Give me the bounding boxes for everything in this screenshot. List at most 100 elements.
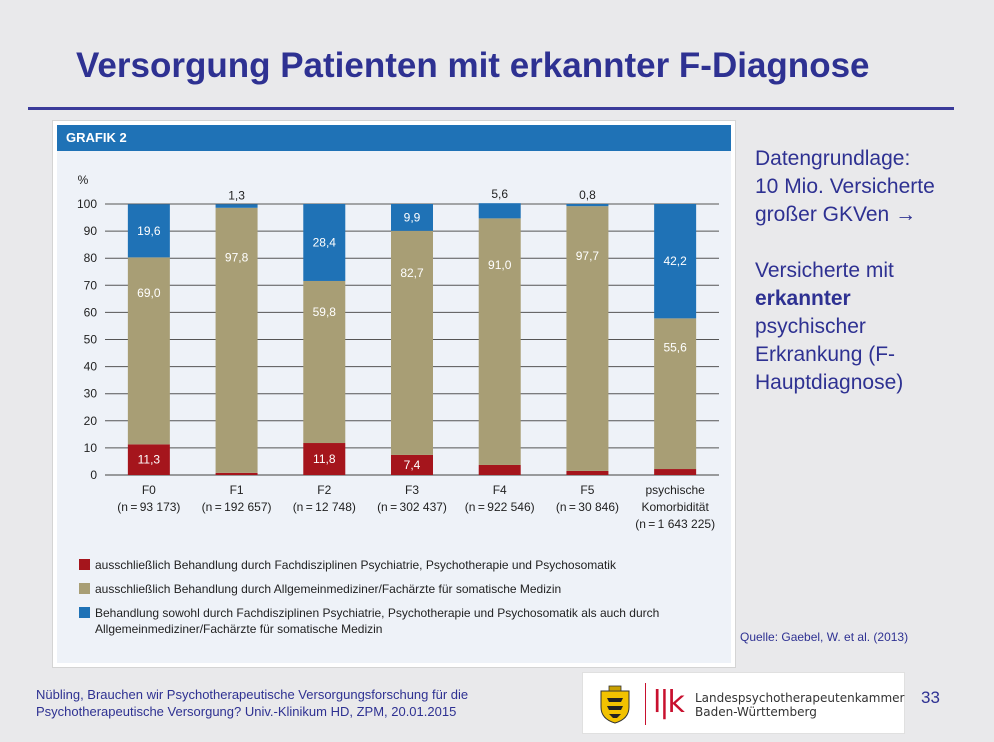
bar-segment	[391, 454, 433, 475]
legend-item: ausschließlich Behandlung durch Allgemei…	[79, 581, 709, 597]
x-category-label: (n = 302 437)	[377, 500, 447, 514]
chart-header-bar: GRAFIK 2	[57, 125, 731, 151]
y-tick-label: 10	[84, 441, 98, 455]
footer-line: Psychotherapeutische Versorgung? Univ.-K…	[36, 704, 457, 719]
y-tick-label: 40	[84, 360, 98, 374]
bar-data-label: 11,3	[138, 453, 161, 467]
legend-swatch	[79, 607, 90, 618]
bar-data-label: 42,2	[663, 254, 687, 268]
y-tick-label: 50	[84, 333, 98, 347]
side-note-line: Datengrundlage:	[755, 147, 911, 170]
x-category-label: Komorbidität	[641, 500, 709, 514]
x-category-label: (n = 922 546)	[465, 500, 535, 514]
chart-panel: % 0 10 20 30 40 50 60 70 80 90 100 11,3 69,0 19,6 F0 (n …	[57, 151, 731, 663]
footer-citation: Nübling, Brauchen wir Psychotherapeutisc…	[36, 686, 556, 720]
logo-text-line: Landespsychotherapeutenkammer	[695, 691, 905, 705]
bar-segment	[566, 470, 609, 475]
legend-item: Behandlung sowohl durch Fachdisziplinen …	[79, 605, 709, 637]
bar-segment	[478, 218, 521, 465]
y-tick-label: 60	[84, 305, 98, 319]
y-tick-label: 30	[84, 387, 98, 401]
bar-data-label: 28,4	[313, 235, 337, 249]
bar-segment	[127, 444, 170, 475]
bar-data-label: 69,0	[137, 286, 161, 300]
page-number: 33	[921, 688, 940, 707]
chart-header-label: GRAFIK 2	[66, 130, 127, 145]
x-category-label: F5	[580, 483, 594, 497]
bar-segment	[391, 230, 433, 455]
side-note-emphasis: erkannter	[755, 287, 851, 310]
chart-figure: GRAFIK 2 % 0 10 20 30 40 50 60 70 80 90 100 11,3 69,0…	[52, 120, 736, 668]
side-note-line: Versicherte mit	[755, 259, 894, 282]
bar-segment	[654, 318, 697, 470]
bar-segment	[654, 204, 697, 319]
bar-segment	[303, 204, 346, 281]
bar-segment	[654, 469, 697, 475]
side-notes: Datengrundlage: 10 Mio. Versicherte groß…	[755, 145, 990, 397]
bar-data-label: 91,0	[488, 258, 512, 272]
legend-label: ausschließlich Behandlung durch Fachdisz…	[95, 558, 616, 572]
side-note-line: Erkrankung (F-	[755, 343, 896, 366]
x-category-label: (n = 192 657)	[202, 500, 272, 514]
x-category-label: F1	[230, 483, 244, 497]
side-note-line: Hauptdiagnose)	[755, 371, 904, 394]
y-tick-label: 80	[84, 251, 98, 265]
legend-label: ausschließlich Behandlung durch Allgemei…	[95, 582, 562, 596]
y-axis-unit-label: %	[78, 173, 89, 187]
bar-data-label: 59,8	[313, 305, 337, 319]
x-category-label: psychische	[645, 483, 705, 497]
chart-legend: ausschließlich Behandlung durch Fachdisz…	[79, 557, 709, 645]
y-tick-label: 0	[90, 468, 97, 482]
bar-data-label: 19,6	[137, 224, 161, 238]
bar-segment	[127, 204, 170, 258]
bar-segment	[215, 204, 258, 208]
bar-data-label: 11,8	[313, 452, 336, 466]
bar-data-label: 97,8	[225, 251, 249, 265]
bar-segment	[478, 203, 521, 219]
side-note-line: großer GKVen →	[755, 203, 917, 226]
logo-text-line: Baden-Württemberg	[695, 705, 817, 719]
side-note-line: 10 Mio. Versicherte	[755, 175, 935, 198]
title-divider	[28, 107, 954, 110]
y-tick-label: 70	[84, 278, 98, 292]
stacked-bar-chart: % 0 10 20 30 40 50 60 70 80 90 100 11,3 69,0 19,6 F0 (n …	[77, 173, 719, 531]
legend-item: ausschließlich Behandlung durch Fachdisz…	[79, 557, 709, 573]
legend-label: Behandlung sowohl durch Fachdisziplinen …	[95, 606, 660, 636]
legend-swatch	[79, 583, 90, 594]
bar-segment	[478, 464, 521, 475]
chart-figure-inner: GRAFIK 2 % 0 10 20 30 40 50 60 70 80 90 100 11,3 69,0…	[57, 125, 731, 663]
x-category-label: F3	[405, 483, 419, 497]
chamber-logo: l|k Landespsychotherapeutenkammer Baden-…	[582, 672, 905, 734]
y-tick-label: 100	[77, 197, 97, 211]
bar-data-label: 97,7	[576, 249, 600, 263]
y-tick-label: 20	[84, 414, 98, 428]
bar-data-label: 55,6	[663, 340, 687, 354]
bar-data-label: 5,6	[491, 187, 508, 201]
bar-segment	[303, 280, 346, 444]
x-category-label: (n = 30 846)	[556, 500, 619, 514]
source-citation: Quelle: Gaebel, W. et al. (2013)	[740, 630, 909, 644]
footer-line: Nübling, Brauchen wir Psychotherapeutisc…	[36, 687, 469, 702]
bar-segment	[215, 472, 258, 475]
slide-title: Versorgung Patienten mit erkannter F-Dia…	[76, 46, 870, 85]
bar-segment	[303, 443, 346, 475]
logo-divider	[645, 683, 646, 725]
bar-segment	[215, 207, 258, 473]
x-category-label: F4	[493, 483, 507, 497]
bar-data-label: 82,7	[400, 266, 424, 280]
x-category-label: (n = 93 173)	[117, 500, 180, 514]
x-category-label: (n = 12 748)	[293, 500, 356, 514]
logo-text: Landespsychotherapeutenkammer Baden-Würt…	[695, 691, 904, 719]
bar-segment	[391, 204, 433, 231]
x-category-label: F2	[317, 483, 331, 497]
y-tick-label: 90	[84, 224, 98, 238]
x-category-label: F0	[142, 483, 156, 497]
bar-data-label: 9,9	[404, 210, 421, 224]
bar-segment	[127, 257, 170, 445]
bar-data-label: 1,3	[228, 188, 245, 202]
bar-data-label: 7,4	[404, 458, 421, 472]
legend-swatch	[79, 559, 90, 570]
lpk-logo-mark: l|k	[653, 685, 685, 720]
x-category-label: (n = 1 643 225)	[635, 517, 715, 531]
bar-data-label: 0,8	[579, 188, 596, 202]
